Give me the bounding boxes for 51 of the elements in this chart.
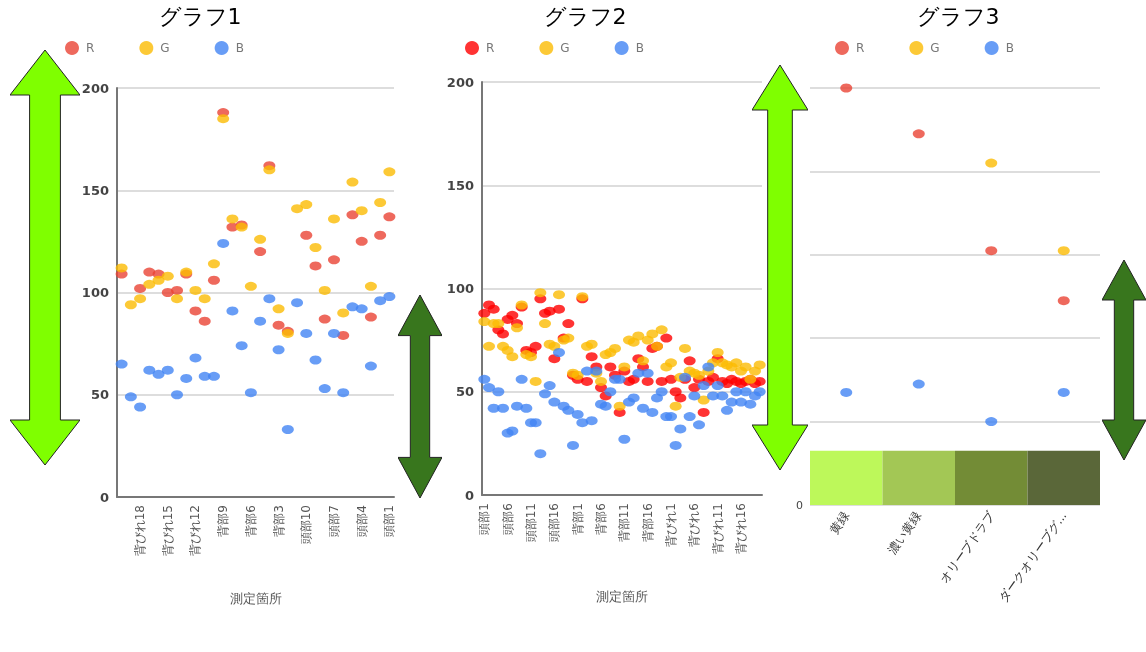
chart-title: グラフ1	[158, 3, 242, 29]
x-tick-label: オリーブドラブ	[937, 508, 998, 586]
y-tick-label: 150	[81, 182, 109, 198]
y-tick-label: 0	[464, 487, 474, 503]
y-tick-label: 200	[446, 74, 474, 90]
x-tick-label: ダークオリーブグ...	[996, 508, 1070, 606]
chart-title: グラフ3	[916, 3, 1000, 29]
x-axis-title: 測定箇所	[596, 589, 648, 604]
legend-label: G	[560, 41, 570, 55]
x-tick-label: 背部3	[271, 505, 286, 537]
x-tick-label: 背部11	[617, 503, 632, 543]
legend-label: G	[160, 41, 170, 55]
y-tick-label: 0	[99, 489, 109, 505]
x-tick-label: 背びれ15	[160, 505, 175, 557]
x-tick-label: 頭部10	[299, 505, 314, 545]
x-tick-label: 背びれ11	[710, 503, 725, 555]
x-tick-label: 頭部1	[477, 503, 492, 535]
x-tick-label: 背びれ6	[687, 503, 702, 547]
y-tick-label: 100	[81, 285, 109, 300]
chart-title: グラフ2	[543, 3, 627, 29]
x-tick-label: 頭部16	[547, 503, 562, 543]
y-tick-label: 50	[455, 384, 474, 400]
x-tick-label: 頭部11	[524, 503, 538, 543]
x-tick-label: 頭部4	[354, 505, 369, 537]
y-tick-label: 100	[446, 281, 474, 296]
x-tick-label: 背部6	[594, 503, 608, 535]
legend-label: R	[856, 41, 865, 55]
x-tick-label: 背部1	[570, 503, 585, 535]
x-tick-label: 背部6	[243, 505, 258, 537]
legend-label: R	[86, 41, 95, 55]
y-tick-label: 200	[81, 80, 109, 96]
x-tick-label: 背部16	[640, 503, 655, 543]
x-tick-label: 背びれ16	[734, 503, 748, 555]
x-tick-label: 背びれ12	[188, 505, 203, 557]
legend-label: R	[486, 41, 495, 55]
x-axis-title: 測定箇所	[229, 591, 282, 606]
x-tick-label: 頭部6	[500, 503, 515, 535]
x-tick-label: 濃い黄緑	[885, 508, 925, 557]
legend-label: B	[1005, 41, 1014, 55]
x-tick-label: 黄緑	[826, 508, 852, 537]
legend-label: G	[930, 41, 940, 55]
x-tick-label: 背びれ1	[664, 503, 678, 547]
legend-label: B	[235, 41, 244, 55]
y-tick-label: 150	[446, 177, 474, 193]
x-tick-label: 背部9	[216, 505, 231, 537]
x-tick-label: 頭部1	[382, 505, 397, 537]
y-tick-label: 50	[90, 387, 109, 403]
x-tick-label: 背びれ18	[133, 505, 148, 557]
legend-label: B	[635, 41, 644, 55]
text: 0	[796, 499, 803, 512]
x-tick-label: 頭部7	[326, 505, 341, 537]
